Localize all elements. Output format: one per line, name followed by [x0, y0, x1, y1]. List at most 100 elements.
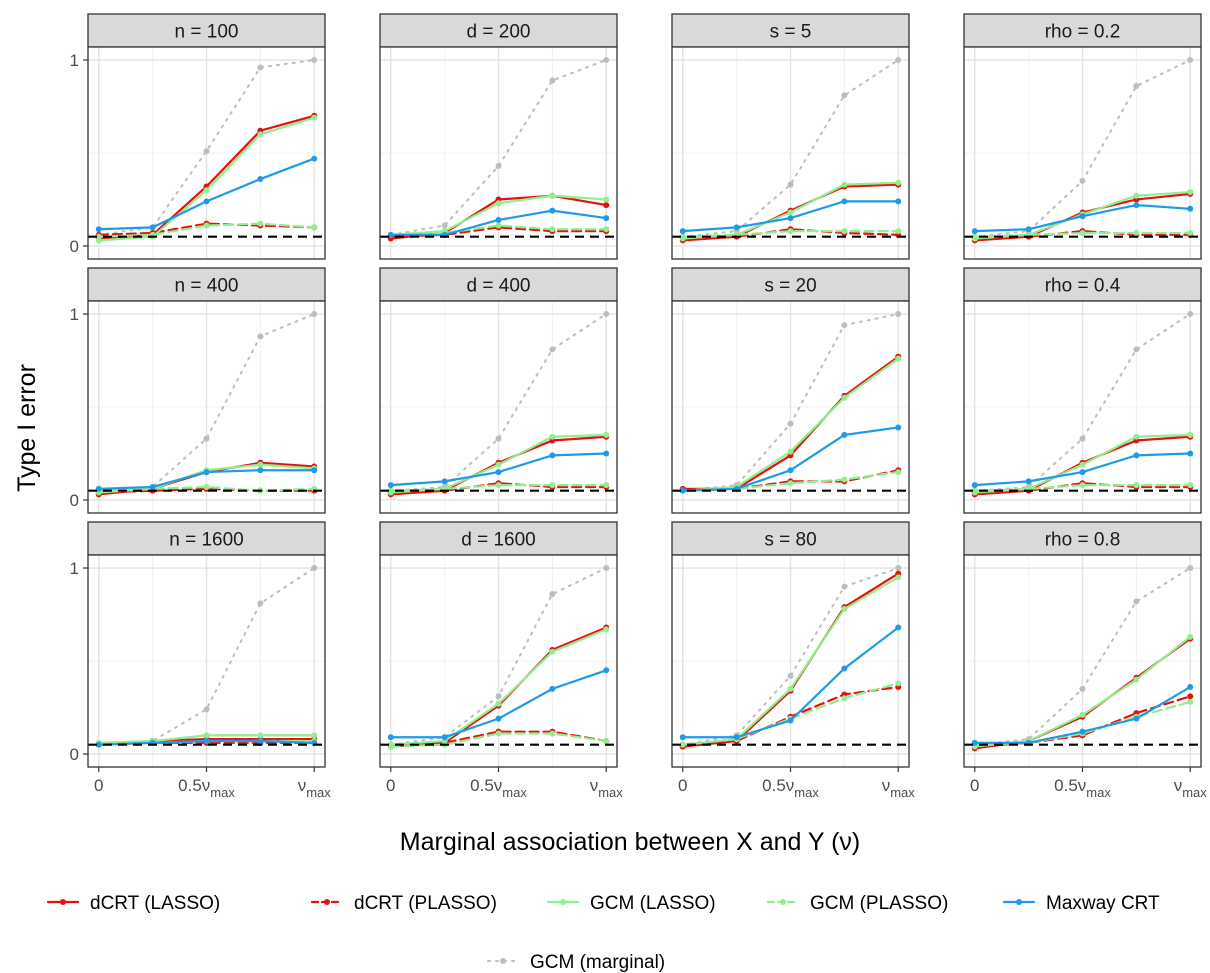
- legend-item-maxway-crt: Maxway CRT: [1002, 893, 1160, 914]
- panel-border: [671, 46, 910, 260]
- data-point: [603, 565, 610, 572]
- x-tick-label: 0: [970, 776, 979, 795]
- data-point: [895, 469, 902, 476]
- panel-d-1600: d = 1600 0 0.5νmax νmax: [379, 521, 624, 800]
- data-point: [1079, 711, 1086, 718]
- data-point: [895, 565, 902, 572]
- series-maxway-crt: [95, 155, 318, 233]
- data-point: [95, 233, 102, 240]
- data-point: [603, 431, 610, 438]
- data-point: [257, 467, 264, 474]
- data-point: [257, 64, 264, 71]
- series-line: [97, 222, 316, 236]
- panel-border: [671, 300, 910, 514]
- data-point: [679, 487, 686, 494]
- series-line: [97, 59, 316, 236]
- series-line: [389, 730, 608, 746]
- panel-strip-label: d = 1600: [461, 530, 536, 551]
- data-point: [1187, 57, 1194, 64]
- data-point: [549, 482, 556, 489]
- data-point: [149, 483, 156, 490]
- data-point: [841, 431, 848, 438]
- data-point: [787, 672, 794, 679]
- data-point: [841, 476, 848, 483]
- legend-key-point: [560, 899, 566, 905]
- data-point: [733, 734, 740, 741]
- data-point: [549, 433, 556, 440]
- data-point: [311, 565, 318, 572]
- panel-strip-label: d = 400: [467, 276, 531, 297]
- series-gcm-plasso: [95, 483, 318, 494]
- series-gcm-plasso: [95, 220, 318, 240]
- data-point: [549, 730, 556, 737]
- data-point: [895, 574, 902, 581]
- data-point: [549, 685, 556, 692]
- series-maxway-crt: [971, 202, 1194, 235]
- x-tick-label: νmax: [882, 776, 916, 800]
- panel-strip: [87, 13, 326, 48]
- data-point: [603, 667, 610, 674]
- series-gcm-plasso: [387, 482, 610, 494]
- data-point: [203, 706, 210, 713]
- data-point: [203, 435, 210, 442]
- data-point: [1133, 433, 1140, 440]
- panel-strip-label: s = 20: [764, 276, 816, 297]
- panel-grid: [672, 47, 909, 259]
- data-point: [1133, 452, 1140, 459]
- panel-grid: [964, 47, 1201, 259]
- series-maxway-crt: [387, 667, 610, 741]
- y-tick-label: 0: [70, 745, 79, 764]
- data-point: [495, 163, 502, 170]
- data-point: [787, 467, 794, 474]
- data-point: [311, 224, 318, 231]
- panel-strip: [379, 521, 618, 556]
- series-line: [97, 222, 316, 238]
- legend-key-point: [60, 899, 66, 905]
- data-point: [95, 741, 102, 748]
- x-tick-label: 0: [386, 776, 395, 795]
- data-point: [787, 717, 794, 724]
- series-maxway-crt: [971, 684, 1194, 746]
- data-point: [495, 222, 502, 229]
- data-point: [841, 181, 848, 188]
- data-point: [787, 181, 794, 188]
- data-point: [203, 732, 210, 739]
- data-point: [841, 394, 848, 401]
- legend-item-gcm-plasso: GCM (PLASSO): [766, 893, 948, 914]
- legend-key-point: [500, 958, 506, 964]
- series-line: [97, 567, 316, 746]
- panel-grid: [672, 301, 909, 513]
- panel-rho-0-2: rho = 0.2: [963, 13, 1202, 260]
- data-point: [441, 222, 448, 229]
- panel-border: [963, 300, 1202, 514]
- panel-strip-label: s = 80: [764, 530, 816, 551]
- data-point: [603, 482, 610, 489]
- data-point: [841, 92, 848, 99]
- data-point: [495, 469, 502, 476]
- panel-border: [963, 46, 1202, 260]
- data-point: [495, 715, 502, 722]
- data-point: [495, 435, 502, 442]
- panel-strip-label: n = 1600: [169, 530, 244, 551]
- series-line: [681, 567, 900, 746]
- panel-rho-0-4: rho = 0.4: [963, 267, 1202, 514]
- data-point: [787, 209, 794, 216]
- data-point: [387, 231, 394, 238]
- data-point: [1079, 461, 1086, 468]
- x-tick-label: νmax: [590, 776, 624, 800]
- data-point: [1187, 205, 1194, 212]
- data-point: [895, 424, 902, 431]
- y-tick-label: 1: [70, 559, 79, 578]
- data-point: [1187, 229, 1194, 236]
- panel-d-200: d = 200: [379, 13, 618, 260]
- legend-label: dCRT (PLASSO): [354, 893, 497, 914]
- x-tick-label: νmax: [1174, 776, 1208, 800]
- panel-strip: [379, 267, 618, 302]
- series-gcm-lasso: [95, 732, 318, 746]
- data-point: [257, 176, 264, 183]
- series-maxway-crt: [387, 207, 610, 238]
- data-point: [1187, 482, 1194, 489]
- data-point: [95, 226, 102, 233]
- data-point: [203, 198, 210, 205]
